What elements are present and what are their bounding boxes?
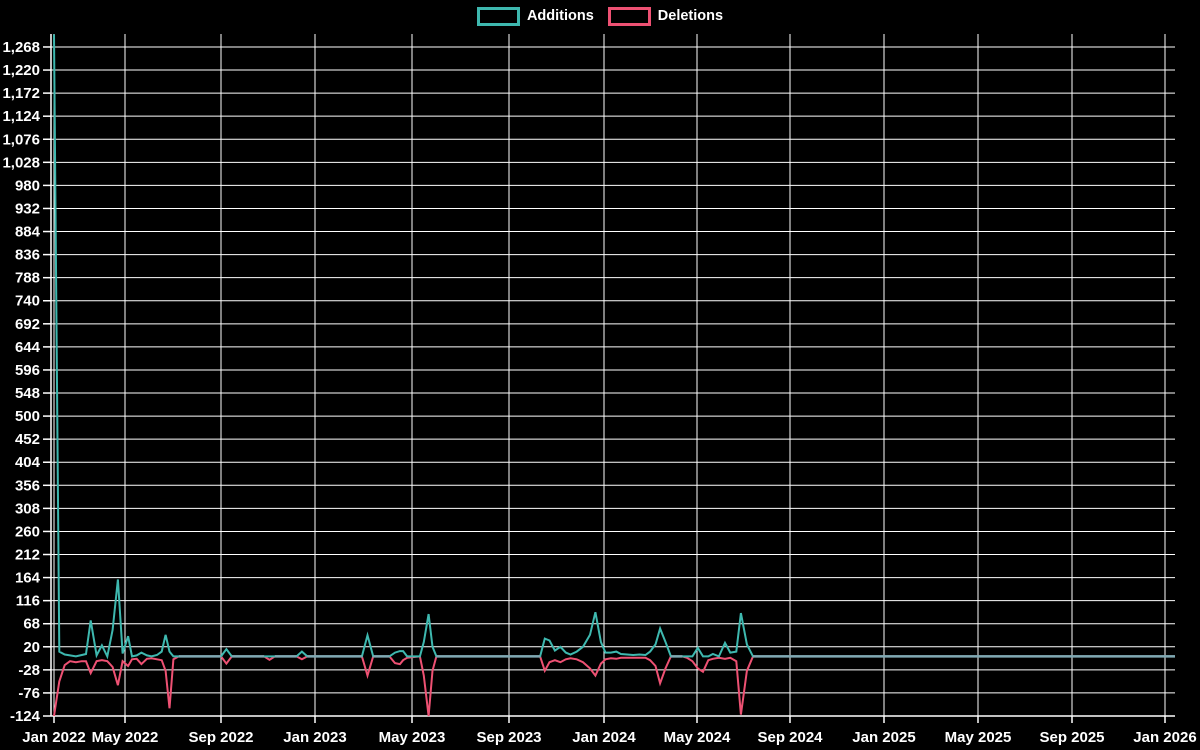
y-tick-label: 644 (15, 339, 41, 356)
y-tick-label: 212 (15, 547, 40, 564)
y-tick-label: 836 (15, 247, 40, 264)
y-tick-label: 356 (15, 477, 40, 494)
legend: Additions Deletions (0, 7, 1200, 26)
y-tick-label: 308 (15, 500, 40, 517)
y-tick-label: 68 (23, 616, 40, 633)
deletions-legend-label: Deletions (657, 8, 724, 25)
y-tick-label: 740 (15, 293, 40, 310)
y-tick-label: 20 (23, 639, 40, 656)
x-tick-label: Jan 2025 (852, 729, 915, 746)
y-tick-label: 884 (15, 224, 41, 241)
y-tick-label: -28 (18, 662, 40, 679)
y-tick-label: 1,172 (2, 85, 40, 102)
legend-item-additions[interactable]: Additions (476, 7, 594, 26)
y-tick-label: 932 (15, 200, 40, 217)
y-tick-label: 548 (15, 385, 40, 402)
x-tick-label: Sep 2024 (757, 729, 823, 746)
deletions-line (53, 655, 1175, 717)
additions-legend-label: Additions (526, 8, 594, 25)
y-tick-label: 1,028 (2, 154, 40, 171)
additions-line (53, 34, 1175, 660)
x-tick-label: Sep 2025 (1039, 729, 1104, 746)
y-tick-label: -76 (18, 685, 40, 702)
y-tick-label: 116 (16, 593, 40, 610)
deletions-swatch (607, 7, 651, 26)
x-tick-label: Jan 2023 (283, 729, 346, 746)
x-tick-label: May 2025 (945, 729, 1012, 746)
y-tick-label: -124 (10, 708, 41, 725)
y-tick-label: 596 (15, 362, 40, 379)
y-tick-label: 1,124 (2, 108, 40, 125)
x-tick-label: May 2023 (379, 729, 446, 746)
legend-item-deletions[interactable]: Deletions (607, 7, 724, 26)
x-tick-label: Jan 2026 (1133, 729, 1196, 746)
y-tick-label: 788 (15, 270, 40, 287)
y-tick-label: 452 (15, 431, 40, 448)
y-tick-label: 1,076 (2, 131, 40, 148)
y-tick-label: 260 (15, 523, 40, 540)
x-tick-label: Jan 2022 (22, 729, 85, 746)
x-tick-label: Sep 2023 (476, 729, 541, 746)
y-tick-label: 164 (15, 570, 41, 587)
y-tick-label: 1,268 (2, 39, 40, 56)
y-tick-label: 692 (15, 316, 40, 333)
y-tick-label: 1,220 (2, 62, 40, 79)
y-tick-label: 404 (15, 454, 41, 471)
x-tick-label: Jan 2024 (572, 729, 636, 746)
y-tick-label: 980 (15, 177, 40, 194)
x-tick-label: May 2024 (664, 729, 731, 746)
x-tick-label: Sep 2022 (188, 729, 253, 746)
x-tick-label: May 2022 (92, 729, 159, 746)
additions-swatch (476, 7, 520, 26)
y-tick-label: 500 (15, 408, 40, 425)
